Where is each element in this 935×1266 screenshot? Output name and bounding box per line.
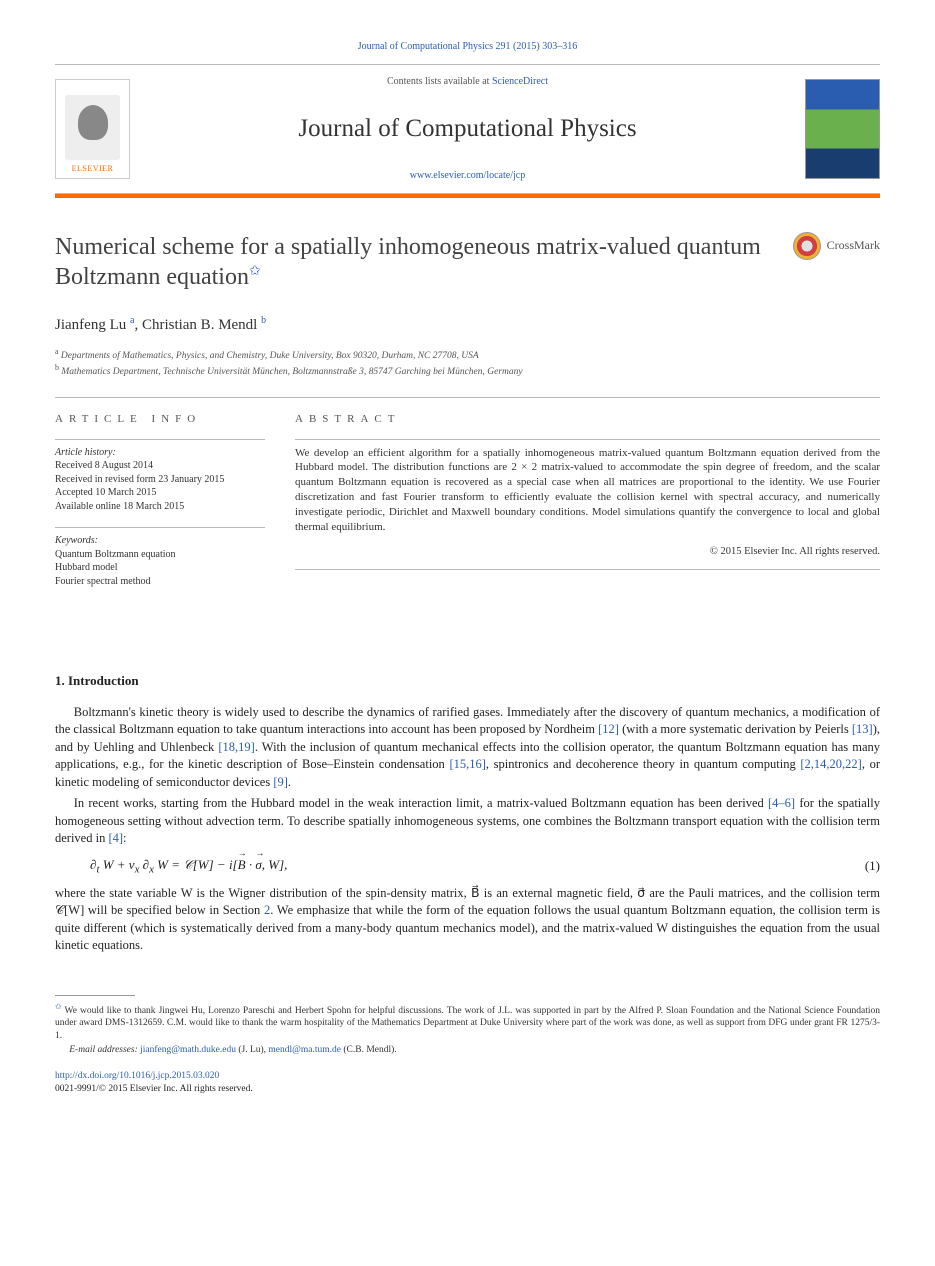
doi-link[interactable]: http://dx.doi.org/10.1016/j.jcp.2015.03.…: [55, 1070, 880, 1083]
journal-homepage-link[interactable]: www.elsevier.com/locate/jcp: [142, 169, 793, 183]
authors-line: Jianfeng Lu a, Christian B. Mendl b: [55, 314, 880, 335]
ref-13[interactable]: [13]: [852, 722, 873, 736]
abstract-heading: ABSTRACT: [295, 412, 880, 427]
email-footnote: E-mail addresses: jianfeng@math.duke.edu…: [55, 1044, 880, 1056]
footnote-separator: [55, 995, 135, 996]
history-online: Available online 18 March 2015: [55, 501, 184, 512]
ack-text: We would like to thank Jingwei Hu, Loren…: [55, 1006, 880, 1041]
intro-para-1: Boltzmann's kinetic theory is widely use…: [55, 704, 880, 792]
history-received: Received 8 August 2014: [55, 460, 153, 471]
p1e: , spintronics and decoherence theory in …: [486, 757, 800, 771]
masthead: ELSEVIER Contents lists available at Sci…: [55, 64, 880, 194]
ref-46[interactable]: [4–6]: [768, 796, 795, 810]
equation-body: ∂t W + vx ∂x W = 𝒞[W] − i[B · σ, W],: [90, 856, 840, 877]
author-sep: , Christian B. Mendl: [134, 317, 261, 333]
footer: http://dx.doi.org/10.1016/j.jcp.2015.03.…: [55, 1070, 880, 1096]
article-title: Numerical scheme for a spatially inhomog…: [55, 232, 793, 292]
ref-9[interactable]: [9]: [273, 775, 288, 789]
publisher-logo: ELSEVIER: [55, 79, 130, 179]
divider: [55, 397, 880, 398]
intro-para-2: In recent works, starting from the Hubba…: [55, 795, 880, 848]
info-abstract-row: ARTICLE INFO Article history: Received 8…: [55, 412, 880, 602]
acknowledgment-footnote: ✩ We would like to thank Jingwei Hu, Lor…: [55, 1002, 880, 1042]
info-heading: ARTICLE INFO: [55, 412, 265, 427]
article-info-column: ARTICLE INFO Article history: Received 8…: [55, 412, 265, 602]
email-2-who: (C.B. Mendl).: [341, 1045, 397, 1055]
history-revised: Received in revised form 23 January 2015: [55, 474, 224, 485]
keyword-2: Hubbard model: [55, 562, 118, 573]
issn-copyright: 0021-9991/© 2015 Elsevier Inc. All right…: [55, 1083, 880, 1096]
abstract-column: ABSTRACT We develop an efficient algorit…: [295, 412, 880, 602]
history-block: Article history: Received 8 August 2014 …: [55, 439, 265, 514]
p2c: :: [123, 831, 126, 845]
email-1-who: (J. Lu),: [236, 1045, 268, 1055]
author-2-aff: b: [261, 315, 266, 326]
title-text: Numerical scheme for a spatially inhomog…: [55, 234, 761, 290]
contents-prefix: Contents lists available at: [387, 76, 492, 87]
p1g: .: [288, 775, 291, 789]
title-footnote-star: ✩: [249, 264, 261, 279]
intro-heading: 1. Introduction: [55, 672, 880, 690]
author-1: Jianfeng Lu: [55, 317, 130, 333]
masthead-center: Contents lists available at ScienceDirec…: [130, 65, 805, 193]
keyword-1: Quantum Boltzmann equation: [55, 549, 176, 560]
ref-2142022[interactable]: [2,14,20,22]: [800, 757, 861, 771]
p2a: In recent works, starting from the Hubba…: [74, 796, 768, 810]
abstract-bottom-rule: [295, 569, 880, 570]
history-label: Article history:: [55, 447, 116, 458]
keywords-label: Keywords:: [55, 535, 98, 546]
title-row: Numerical scheme for a spatially inhomog…: [55, 232, 880, 292]
section-intro: 1. Introduction Boltzmann's kinetic theo…: [55, 672, 880, 955]
ref-12[interactable]: [12]: [598, 722, 619, 736]
accent-divider: [55, 194, 880, 198]
elsevier-tree-icon: [65, 95, 120, 160]
keywords-block: Keywords: Quantum Boltzmann equation Hub…: [55, 527, 265, 588]
publisher-name: ELSEVIER: [72, 164, 114, 178]
p1b: (with a more systematic derivation by Pe…: [619, 722, 852, 736]
affiliation-b: Mathematics Department, Technische Unive…: [61, 367, 522, 377]
crossmark-icon: [793, 232, 821, 260]
affiliation-a: Departments of Mathematics, Physics, and…: [61, 351, 479, 361]
ref-1819[interactable]: [18,19]: [218, 740, 254, 754]
email-label: E-mail addresses:: [69, 1045, 140, 1055]
keyword-3: Fourier spectral method: [55, 576, 151, 587]
abstract-text: We develop an efficient algorithm for a …: [295, 439, 880, 535]
journal-title: Journal of Computational Physics: [142, 112, 793, 146]
citation-header: Journal of Computational Physics 291 (20…: [55, 40, 880, 54]
contents-available: Contents lists available at ScienceDirec…: [142, 75, 793, 89]
abstract-copyright: © 2015 Elsevier Inc. All rights reserved…: [295, 545, 880, 559]
history-accepted: Accepted 10 March 2015: [55, 487, 156, 498]
sciencedirect-link[interactable]: ScienceDirect: [492, 76, 548, 87]
ref-4[interactable]: [4]: [108, 831, 123, 845]
journal-cover-thumbnail: [805, 79, 880, 179]
equation-number: (1): [840, 857, 880, 875]
crossmark-label: CrossMark: [827, 237, 880, 253]
ref-1516[interactable]: [15,16]: [449, 757, 485, 771]
crossmark-widget[interactable]: CrossMark: [793, 232, 880, 260]
email-2[interactable]: mendl@ma.tum.de: [268, 1045, 341, 1055]
equation-1: ∂t W + vx ∂x W = 𝒞[W] − i[B · σ, W], (1): [90, 856, 880, 877]
affiliations: a Departments of Mathematics, Physics, a…: [55, 347, 880, 379]
intro-para-3: where the state variable W is the Wigner…: [55, 885, 880, 955]
email-1[interactable]: jianfeng@math.duke.edu: [140, 1045, 236, 1055]
